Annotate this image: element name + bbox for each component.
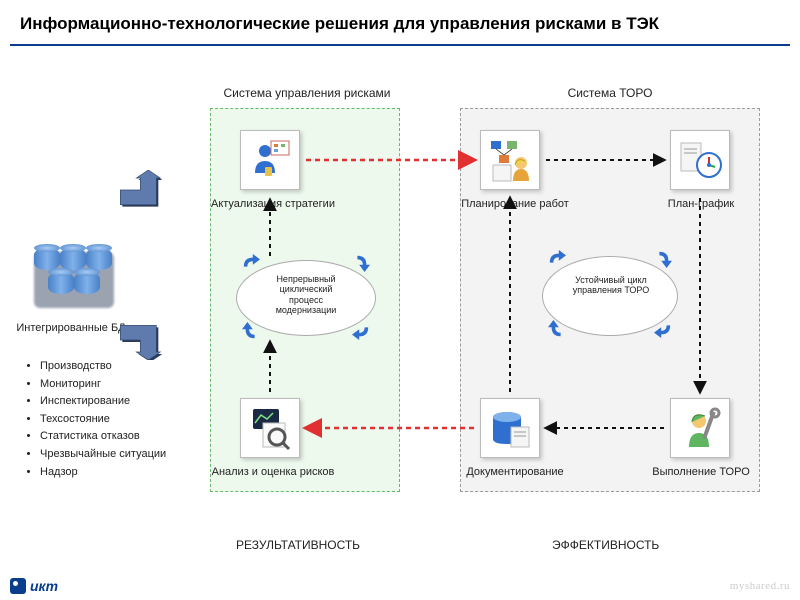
cycle-arrow-icon (352, 322, 370, 340)
bottom-label-left: РЕЗУЛЬТАТИВНОСТЬ (236, 538, 360, 552)
analysis-label: Анализ и оценка рисков (208, 466, 338, 478)
analysis-icon (240, 398, 300, 458)
strategy-label: Актуализация стратегии (208, 198, 338, 210)
schedule-icon (670, 130, 730, 190)
cycle-arrow-icon (352, 254, 370, 272)
title-divider (10, 44, 790, 46)
cycle-arrow-icon (548, 250, 566, 268)
strategy-icon (240, 130, 300, 190)
list-item: Надзор (40, 464, 166, 482)
cycle-arrow-icon (548, 320, 566, 338)
brand-logo: икт (10, 578, 58, 594)
integrated-db-icon (30, 248, 110, 308)
list-item: Производство (40, 358, 166, 376)
cycle-arrow-icon (654, 250, 672, 268)
brand-text: икт (30, 578, 58, 594)
footer: икт myshared.ru (0, 572, 800, 600)
list-item: Мониторинг (40, 376, 166, 394)
execution-label: Выполнение ТОРО (636, 466, 766, 478)
planning-label: Планирование работ (450, 198, 580, 210)
list-item: Чрезвычайные ситуации (40, 446, 166, 464)
cycle-arrow-icon (242, 254, 260, 272)
big-arrow-up (108, 170, 178, 210)
cycle-arrow-icon (242, 322, 260, 340)
cycle-arrow-icon (654, 320, 672, 338)
planning-icon (480, 130, 540, 190)
logo-icon (10, 578, 26, 594)
section-label-risk: Система управления рисками (212, 86, 402, 100)
watermark: myshared.ru (730, 580, 790, 592)
schedule-label: План-график (636, 198, 766, 210)
bullet-list: Производство Мониторинг Инспектирование … (26, 358, 166, 481)
list-item: Техсостояние (40, 411, 166, 429)
documenting-icon (480, 398, 540, 458)
page-title: Информационно-технологические решения дл… (0, 0, 800, 44)
list-item: Статистика отказов (40, 428, 166, 446)
cycle-left-label: Непрерывный циклический процесс модерниз… (262, 274, 350, 315)
section-label-toro: Система ТОРО (520, 86, 700, 100)
bottom-label-right: ЭФФЕКТИВНОСТЬ (552, 538, 659, 552)
execution-icon (670, 398, 730, 458)
documenting-label: Документирование (450, 466, 580, 478)
big-arrow-down (108, 320, 178, 360)
cycle-right-label: Устойчивый цикл управления ТОРО (572, 275, 650, 296)
list-item: Инспектирование (40, 393, 166, 411)
